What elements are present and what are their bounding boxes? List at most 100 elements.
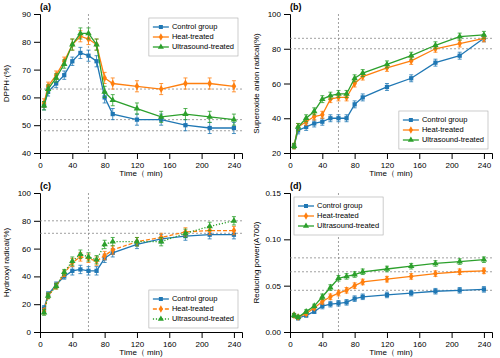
marker [109, 238, 115, 244]
tick: 200 [445, 332, 459, 349]
error-bar [361, 94, 365, 101]
marker [351, 75, 357, 81]
legend-marker [159, 305, 163, 312]
y-axis-title: Hydroxyl radical(%) [2, 227, 11, 297]
tick-mark [34, 332, 40, 333]
marker [385, 85, 389, 89]
axis-line [34, 194, 41, 333]
tick-label: 240 [228, 161, 242, 170]
panel-label: (d) [290, 181, 302, 191]
error-bar [345, 300, 349, 306]
tick-mark [34, 125, 40, 126]
error-bar [208, 78, 212, 89]
tick: 0 [38, 332, 43, 349]
legend-item: Control group [153, 294, 217, 303]
y-axis: 405060708090 [22, 10, 40, 158]
series [41, 217, 237, 316]
marker [182, 230, 188, 236]
legend: Control groupHeat-treatedUltrasound-trea… [149, 290, 238, 328]
marker [78, 51, 82, 55]
axis-line [34, 15, 41, 154]
tick-label: 0 [288, 340, 293, 349]
legend-box [149, 290, 238, 328]
marker [320, 111, 325, 119]
legend-marker [304, 204, 308, 208]
series-line [44, 36, 234, 103]
series-line [294, 260, 484, 317]
marker [94, 269, 98, 273]
tick-label: 100 [268, 10, 282, 19]
error-bar [208, 122, 212, 133]
marker [110, 80, 115, 88]
tick-label: 160 [413, 161, 427, 170]
axis-line [284, 15, 291, 154]
error-bar [78, 265, 82, 273]
marker [335, 275, 341, 281]
tick-label: 200 [445, 161, 459, 170]
legend-box [399, 111, 488, 149]
error-bar [95, 267, 99, 275]
marker [46, 292, 51, 300]
marker [458, 288, 462, 292]
series [292, 34, 486, 150]
tick: 120 [381, 332, 395, 349]
marker [42, 307, 47, 315]
marker [77, 250, 83, 256]
tick: 100 [18, 189, 40, 198]
marker [328, 302, 332, 306]
tick: 200 [445, 153, 459, 170]
series-line [294, 38, 484, 146]
x-axis-title: Time（ min) [119, 348, 163, 357]
legend-label: Ultrasound-treated [172, 314, 234, 323]
tick: 50 [22, 121, 40, 130]
error-bar [95, 56, 99, 67]
marker [432, 42, 438, 48]
error-bar [482, 287, 486, 293]
error-bar [328, 115, 332, 122]
tick-mark [419, 153, 420, 159]
error-bar [183, 78, 187, 89]
tick-mark [322, 153, 323, 159]
legend-label: Control group [422, 115, 467, 124]
series [292, 35, 486, 149]
y-axis-title: DPPH·(%) [2, 65, 11, 103]
error-bar [361, 294, 365, 300]
marker [384, 61, 390, 67]
tick-label: 0.05 [265, 282, 281, 291]
marker [292, 142, 297, 150]
reference-line [40, 130, 242, 131]
marker [433, 270, 438, 278]
marker [311, 108, 317, 114]
tick-label: 50 [22, 121, 31, 130]
error-bar [78, 47, 82, 58]
error-bar [458, 40, 462, 47]
tick: 240 [228, 332, 242, 349]
marker [54, 282, 59, 290]
marker [159, 85, 164, 93]
tick-mark [452, 153, 453, 159]
tick-label: 0 [288, 161, 293, 170]
marker [231, 217, 237, 223]
tick-mark [34, 97, 40, 98]
tick-label: 100 [18, 189, 32, 198]
tick-mark [34, 14, 40, 15]
error-bar [353, 101, 357, 108]
tick-mark [34, 193, 40, 194]
error-bar [320, 111, 324, 118]
tick-mark [169, 332, 170, 338]
legend-item: Ultrasound-treated [403, 135, 484, 144]
tick-mark [284, 193, 290, 194]
axis-line [41, 154, 243, 160]
legend-box [149, 18, 238, 56]
tick-label: 40 [68, 340, 77, 349]
marker [291, 142, 297, 148]
panel-label: (a) [40, 2, 51, 12]
error-bar [312, 120, 316, 127]
error-bar [183, 120, 187, 131]
marker [352, 282, 357, 290]
error-bar [86, 50, 90, 61]
tick: 120 [381, 153, 395, 170]
tick-label: 160 [163, 340, 177, 349]
marker [78, 267, 82, 271]
tick-mark [169, 153, 170, 159]
